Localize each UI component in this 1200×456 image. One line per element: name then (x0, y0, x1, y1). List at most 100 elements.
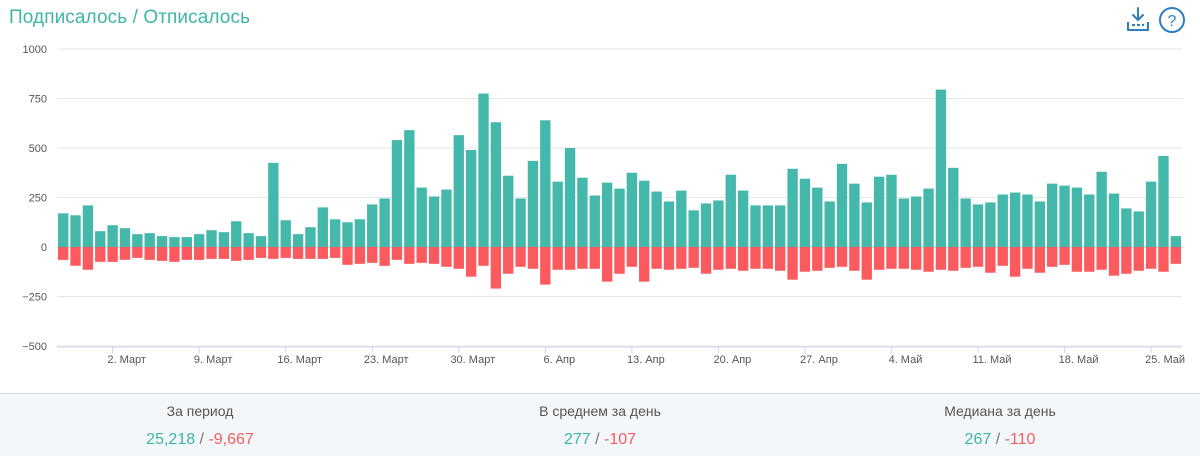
bar-unsubscribed (812, 247, 823, 271)
bar-subscribed (268, 162, 279, 247)
bar-unsubscribed (379, 247, 390, 266)
help-icon[interactable]: ? (1157, 5, 1187, 35)
bar-unsubscribed (144, 247, 155, 260)
bar-unsubscribed (824, 247, 835, 268)
bar-unsubscribed (95, 247, 106, 262)
bar-unsubscribed (1133, 247, 1144, 271)
bar-unsubscribed (342, 247, 353, 265)
bar-unsubscribed (441, 247, 452, 267)
bar-subscribed (651, 191, 662, 247)
bar-subscribed (601, 182, 613, 247)
bar-subscribed (849, 183, 860, 247)
bar-unsubscribed (898, 247, 910, 269)
stat-negative: -107 (604, 431, 637, 448)
bar-unsubscribed (614, 247, 625, 274)
bar-subscribed (441, 189, 452, 247)
bar-subscribed (342, 222, 353, 247)
bar-unsubscribed (515, 247, 526, 267)
bar-subscribed (812, 187, 823, 247)
svg-text:?: ? (1168, 13, 1177, 30)
y-tick-label: −250 (22, 292, 47, 304)
bar-unsubscribed (416, 247, 427, 263)
bar-unsubscribed (564, 247, 576, 270)
bar-subscribed (1009, 192, 1021, 247)
bar-subscribed (824, 201, 835, 247)
bar-subscribed (639, 180, 650, 247)
bar-unsubscribed (231, 247, 242, 261)
bar-subscribed (527, 160, 539, 247)
bar-unsubscribed (873, 247, 885, 270)
bar-unsubscribed (985, 247, 996, 273)
bar-unsubscribed (725, 247, 736, 269)
bar-unsubscribed (688, 247, 699, 268)
bar-subscribed (898, 198, 910, 247)
bar-unsubscribed (169, 247, 180, 262)
download-icon[interactable] (1123, 5, 1153, 35)
bar-unsubscribed (799, 247, 811, 272)
bar-unsubscribed (700, 247, 712, 274)
bar-subscribed (626, 172, 638, 247)
bar-unsubscribed (972, 247, 984, 267)
bar-unsubscribed (156, 247, 168, 261)
stat-label: За период (166, 403, 234, 419)
y-tick-label: −500 (22, 341, 47, 353)
bar-unsubscribed (206, 247, 217, 259)
bar-unsubscribed (836, 247, 848, 267)
bar-unsubscribed (1108, 247, 1120, 276)
bar-unsubscribed (1047, 247, 1058, 267)
bar-unsubscribed (676, 247, 687, 269)
bar-unsubscribed (1059, 247, 1070, 265)
bar-subscribed (985, 202, 996, 247)
bar-subscribed (1133, 211, 1144, 247)
bar-subscribed (750, 205, 761, 247)
bar-unsubscribed (935, 247, 947, 270)
bar-subscribed (193, 234, 205, 247)
bar-unsubscribed (1022, 247, 1033, 269)
bar-subscribed (775, 205, 786, 247)
bar-unsubscribed (589, 247, 600, 269)
bar-unsubscribed (478, 247, 489, 266)
x-tick-label: 13. Апр (627, 354, 665, 366)
bar-unsubscribed (960, 247, 971, 268)
bar-subscribed (1121, 208, 1132, 247)
bar-subscribed (70, 215, 81, 247)
bar-unsubscribed (391, 247, 403, 260)
bar-subscribed (688, 210, 699, 247)
y-tick-label: 750 (29, 94, 47, 106)
bar-unsubscribed (82, 247, 94, 270)
bar-unsubscribed (911, 247, 922, 270)
x-tick-label: 2. Март (107, 354, 146, 366)
bar-unsubscribed (1034, 247, 1046, 273)
bar-unsubscribed (787, 247, 798, 280)
bar-subscribed (737, 190, 749, 247)
bar-subscribed (416, 187, 427, 247)
bar-subscribed (713, 200, 724, 247)
stat-positive: 277 (563, 431, 591, 448)
bar-subscribed (911, 196, 922, 247)
bar-unsubscribed (775, 247, 786, 271)
stat-label: В среднем за день (539, 403, 661, 419)
bar-subscribed (577, 177, 588, 247)
bar-unsubscribed (713, 247, 724, 270)
x-tick-label: 25. Май (1145, 354, 1185, 366)
bar-subscribed (119, 228, 131, 247)
bar-unsubscribed (329, 247, 341, 258)
bar-subscribed (404, 130, 415, 247)
y-tick-label: 0 (41, 242, 47, 254)
bar-subscribed (1158, 155, 1169, 247)
bar-subscribed (935, 89, 947, 247)
bar-unsubscribed (132, 247, 143, 258)
bar-unsubscribed (181, 247, 192, 260)
bar-subscribed (1145, 181, 1157, 247)
x-tick-label: 6. Апр (543, 354, 575, 366)
bar-unsubscribed (1071, 247, 1083, 272)
bar-unsubscribed (1009, 247, 1021, 277)
bar-unsubscribed (601, 247, 613, 282)
bar-subscribed (305, 227, 316, 247)
bar-unsubscribed (762, 247, 774, 269)
bar-unsubscribed (540, 247, 551, 285)
bar-subscribed (972, 204, 984, 247)
bar-subscribed (329, 219, 341, 247)
x-tick-label: 16. Март (277, 354, 322, 366)
bar-subscribed (428, 196, 440, 247)
